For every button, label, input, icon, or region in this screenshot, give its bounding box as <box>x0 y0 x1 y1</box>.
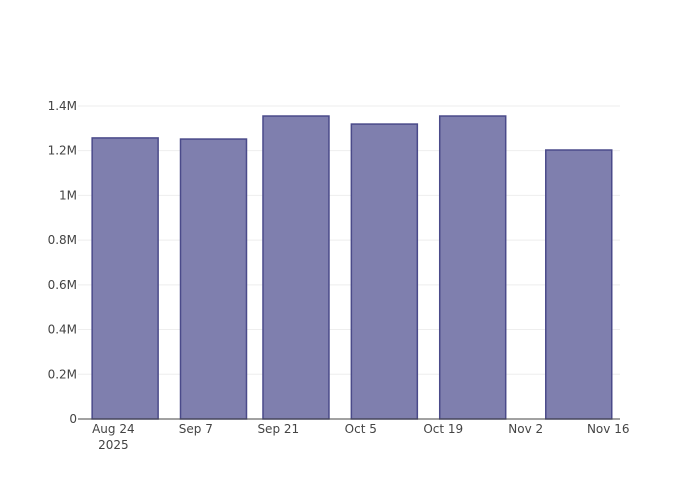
bar <box>262 115 330 420</box>
y-tick-label: 0 <box>69 412 77 426</box>
y-tick-label: 1M <box>59 188 77 202</box>
y-tick-label: 0.2M <box>48 367 77 381</box>
bar <box>545 149 613 420</box>
y-tick-label: 1.4M <box>48 99 77 113</box>
y-tick-label: 1.2M <box>48 144 77 158</box>
bar <box>350 123 419 420</box>
x-tick-label: Sep 21 <box>257 422 299 436</box>
bar <box>438 115 507 420</box>
x-tick-label: Aug 24 2025 <box>92 422 135 452</box>
y-tick-label: 0.8M <box>48 233 77 247</box>
x-tick-label: Sep 7 <box>179 422 213 436</box>
bar <box>91 137 159 420</box>
x-tick-label: Oct 19 <box>423 422 463 436</box>
y-tick-label: 0.6M <box>48 278 77 292</box>
x-tick-label: Nov 2 <box>508 422 543 436</box>
y-tick-label: 0.4M <box>48 323 77 337</box>
bar <box>179 138 248 420</box>
x-tick-label: Oct 5 <box>345 422 377 436</box>
x-tick-label: Nov 16 <box>587 422 630 436</box>
